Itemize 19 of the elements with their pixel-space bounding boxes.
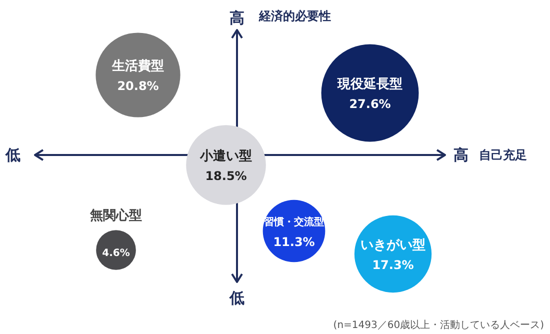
category-label: 無関心型	[89, 208, 142, 224]
text: 経済的必要性	[258, 9, 331, 23]
category-label: 生活費型	[111, 59, 164, 74]
data-label: 27.6%	[349, 97, 391, 111]
category-label: 現役延長型	[336, 77, 402, 92]
data-label: 11.3%	[273, 235, 315, 249]
category-label: 習慣・交流型	[264, 216, 324, 228]
text: 高	[230, 9, 244, 27]
text: 低	[4, 146, 20, 164]
data-label: 18.5%	[205, 169, 247, 183]
text: 自己充足	[479, 148, 527, 162]
category-label: 小遣い型	[199, 149, 252, 164]
data-label: 4.6%	[102, 248, 130, 259]
text: (n=1493／60歳以上・活動している人ベース)	[333, 319, 544, 331]
category-label: いきがい型	[360, 238, 426, 253]
data-label: 20.8%	[117, 79, 159, 93]
text: 高	[454, 146, 468, 164]
data-label: 17.3%	[372, 258, 414, 272]
text: 低	[228, 289, 244, 307]
